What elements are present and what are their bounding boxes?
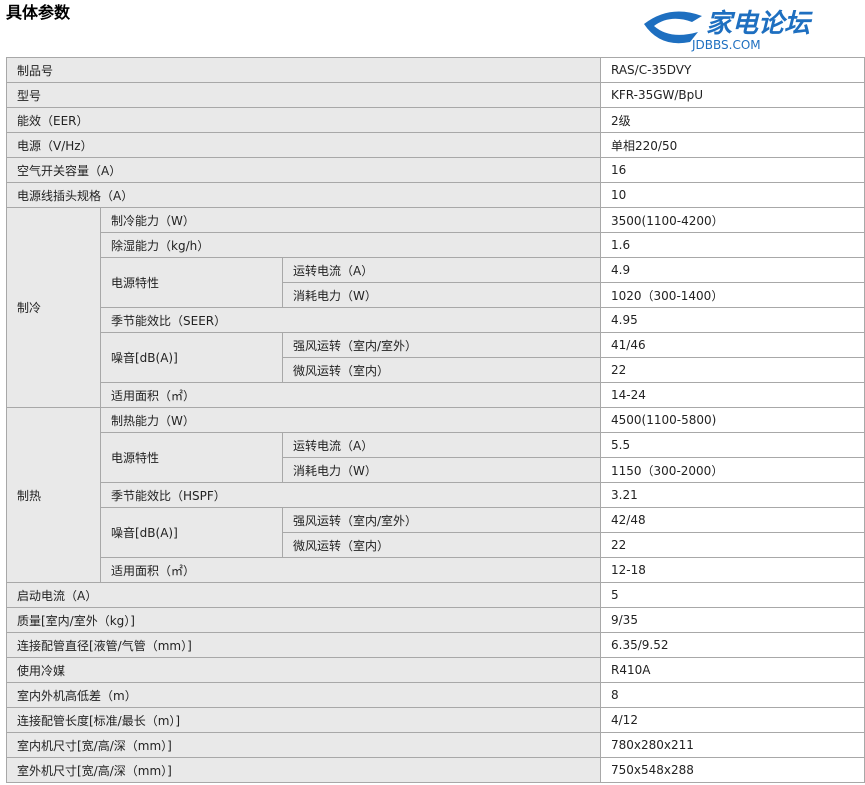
eye-swoosh-icon	[644, 11, 702, 44]
value: 5	[600, 582, 865, 608]
label: 运转电流（A）	[282, 257, 601, 283]
table-row: 电源线插头规格（A） 10	[6, 182, 865, 208]
label: 消耗电力（W）	[282, 282, 601, 308]
label: 强风运转（室内/室外）	[282, 507, 601, 533]
svg-text:家电论坛: 家电论坛	[706, 9, 813, 39]
label: 季节能效比（SEER）	[100, 307, 601, 333]
value: 14-24	[600, 382, 865, 408]
label: 除湿能力（kg/h）	[100, 232, 601, 258]
value: 1020（300-1400）	[600, 282, 865, 308]
label: 强风运转（室内/室外）	[282, 332, 601, 358]
table-row: 季节能效比（SEER） 4.95	[7, 307, 865, 333]
table-row: 制冷 制冷能力（W） 3500(1100-4200）	[6, 207, 865, 408]
value: 780x280x211	[600, 732, 865, 758]
value: 3500(1100-4200）	[600, 207, 865, 233]
spec-table: 制品号 RAS/C-35DVY 型号 KFR-35GW/BpU 能效（EER） 2级 …	[6, 57, 865, 783]
table-row: 季节能效比（HSPF） 3.21	[7, 482, 865, 508]
table-row: 消耗电力（W） 1020（300-1400）	[7, 282, 865, 308]
label: 电源（V/Hz）	[6, 132, 601, 158]
label: 制热能力（W）	[100, 407, 601, 433]
label: 季节能效比（HSPF）	[100, 482, 601, 508]
table-row: 连接配管直径[液管/气管（mm）] 6.35/9.52	[6, 632, 865, 658]
label: 噪音[dB(A)]	[100, 332, 283, 383]
table-row: 能效（EER） 2级	[6, 107, 865, 133]
table-row: 启动电流（A） 5	[6, 582, 865, 608]
label: 电源特性	[100, 432, 283, 483]
group-label: 制热	[6, 407, 101, 583]
label: 微风运转（室内）	[282, 357, 601, 383]
value: 单相220/50	[600, 132, 865, 158]
value: R410A	[600, 657, 865, 683]
value: 6.35/9.52	[600, 632, 865, 658]
svg-text:JDBBS.COM: JDBBS.COM	[691, 38, 761, 52]
group-label: 制冷	[6, 207, 101, 408]
value: 10	[600, 182, 865, 208]
label: 室内机尺寸[宽/高/深（mm）]	[6, 732, 601, 758]
value: 4/12	[600, 707, 865, 733]
table-row: 制热 制热能力（W） 4500(1100-5800)	[6, 407, 865, 583]
table-row: 适用面积（㎡） 12-18	[7, 557, 865, 583]
value: 22	[600, 357, 865, 383]
label: 室外机尺寸[宽/高/深（mm）]	[6, 757, 601, 783]
table-row: 电源特性 运转电流（A） 4.9	[7, 257, 865, 308]
label: 电源线插头规格（A）	[6, 182, 601, 208]
value: 9/35	[600, 607, 865, 633]
value: RAS/C-35DVY	[600, 57, 865, 83]
value: 41/46	[600, 332, 865, 358]
table-row: 室外机尺寸[宽/高/深（mm）] 750x548x288	[6, 757, 865, 783]
label: 能效（EER）	[6, 107, 601, 133]
table-row: 微风运转（室内） 22	[7, 532, 865, 558]
value: 2级	[600, 107, 865, 133]
value: 12-18	[600, 557, 865, 583]
label: 室内外机高低差（m）	[6, 682, 601, 708]
label: 制冷能力（W）	[100, 207, 601, 233]
value: 4.9	[600, 257, 865, 283]
label: 制品号	[6, 57, 601, 83]
label: 电源特性	[100, 257, 283, 308]
table-row: 室内机尺寸[宽/高/深（mm）] 780x280x211	[6, 732, 865, 758]
label: 使用冷媒	[6, 657, 601, 683]
label: 消耗电力（W）	[282, 457, 601, 483]
table-row: 电源特性 运转电流（A） 5.5	[7, 432, 865, 483]
label: 空气开关容量（A）	[6, 157, 601, 183]
value: 8	[600, 682, 865, 708]
table-row: 噪音[dB(A)] 强风运转（室内/室外） 41/46	[7, 332, 865, 383]
table-row: 使用冷媒 R410A	[6, 657, 865, 683]
value: 16	[600, 157, 865, 183]
value: 42/48	[600, 507, 865, 533]
label: 型号	[6, 82, 601, 108]
value: KFR-35GW/BpU	[600, 82, 865, 108]
value: 750x548x288	[600, 757, 865, 783]
table-row: 连接配管长度[标准/最长（m）] 4/12	[6, 707, 865, 733]
value: 4500(1100-5800)	[600, 407, 865, 433]
table-row: 除湿能力（kg/h） 1.6	[7, 232, 865, 258]
table-row: 空气开关容量（A） 16	[6, 157, 865, 183]
label: 噪音[dB(A)]	[100, 507, 283, 558]
table-row: 制品号 RAS/C-35DVY	[6, 57, 865, 83]
table-row: 消耗电力（W） 1150（300-2000）	[7, 457, 865, 483]
label: 启动电流（A）	[6, 582, 601, 608]
label: 适用面积（㎡）	[100, 557, 601, 583]
table-row: 室内外机高低差（m） 8	[6, 682, 865, 708]
value: 4.95	[600, 307, 865, 333]
value: 1.6	[600, 232, 865, 258]
label: 适用面积（㎡）	[100, 382, 601, 408]
table-row: 电源（V/Hz） 单相220/50	[6, 132, 865, 158]
table-row: 适用面积（㎡） 14-24	[7, 382, 865, 408]
label: 连接配管直径[液管/气管（mm）]	[6, 632, 601, 658]
value: 1150（300-2000）	[600, 457, 865, 483]
watermark-logo: 家电论坛 JDBBS.COM	[644, 9, 813, 52]
page-title: 具体参数	[6, 3, 71, 22]
table-row: 型号 KFR-35GW/BpU	[6, 82, 865, 108]
value: 3.21	[600, 482, 865, 508]
table-row: 质量[室内/室外（kg）] 9/35	[6, 607, 865, 633]
label: 质量[室内/室外（kg）]	[6, 607, 601, 633]
label: 微风运转（室内）	[282, 532, 601, 558]
label: 运转电流（A）	[282, 432, 601, 458]
label: 连接配管长度[标准/最长（m）]	[6, 707, 601, 733]
value: 5.5	[600, 432, 865, 458]
value: 22	[600, 532, 865, 558]
table-row: 噪音[dB(A)] 强风运转（室内/室外） 42/48	[7, 507, 865, 558]
